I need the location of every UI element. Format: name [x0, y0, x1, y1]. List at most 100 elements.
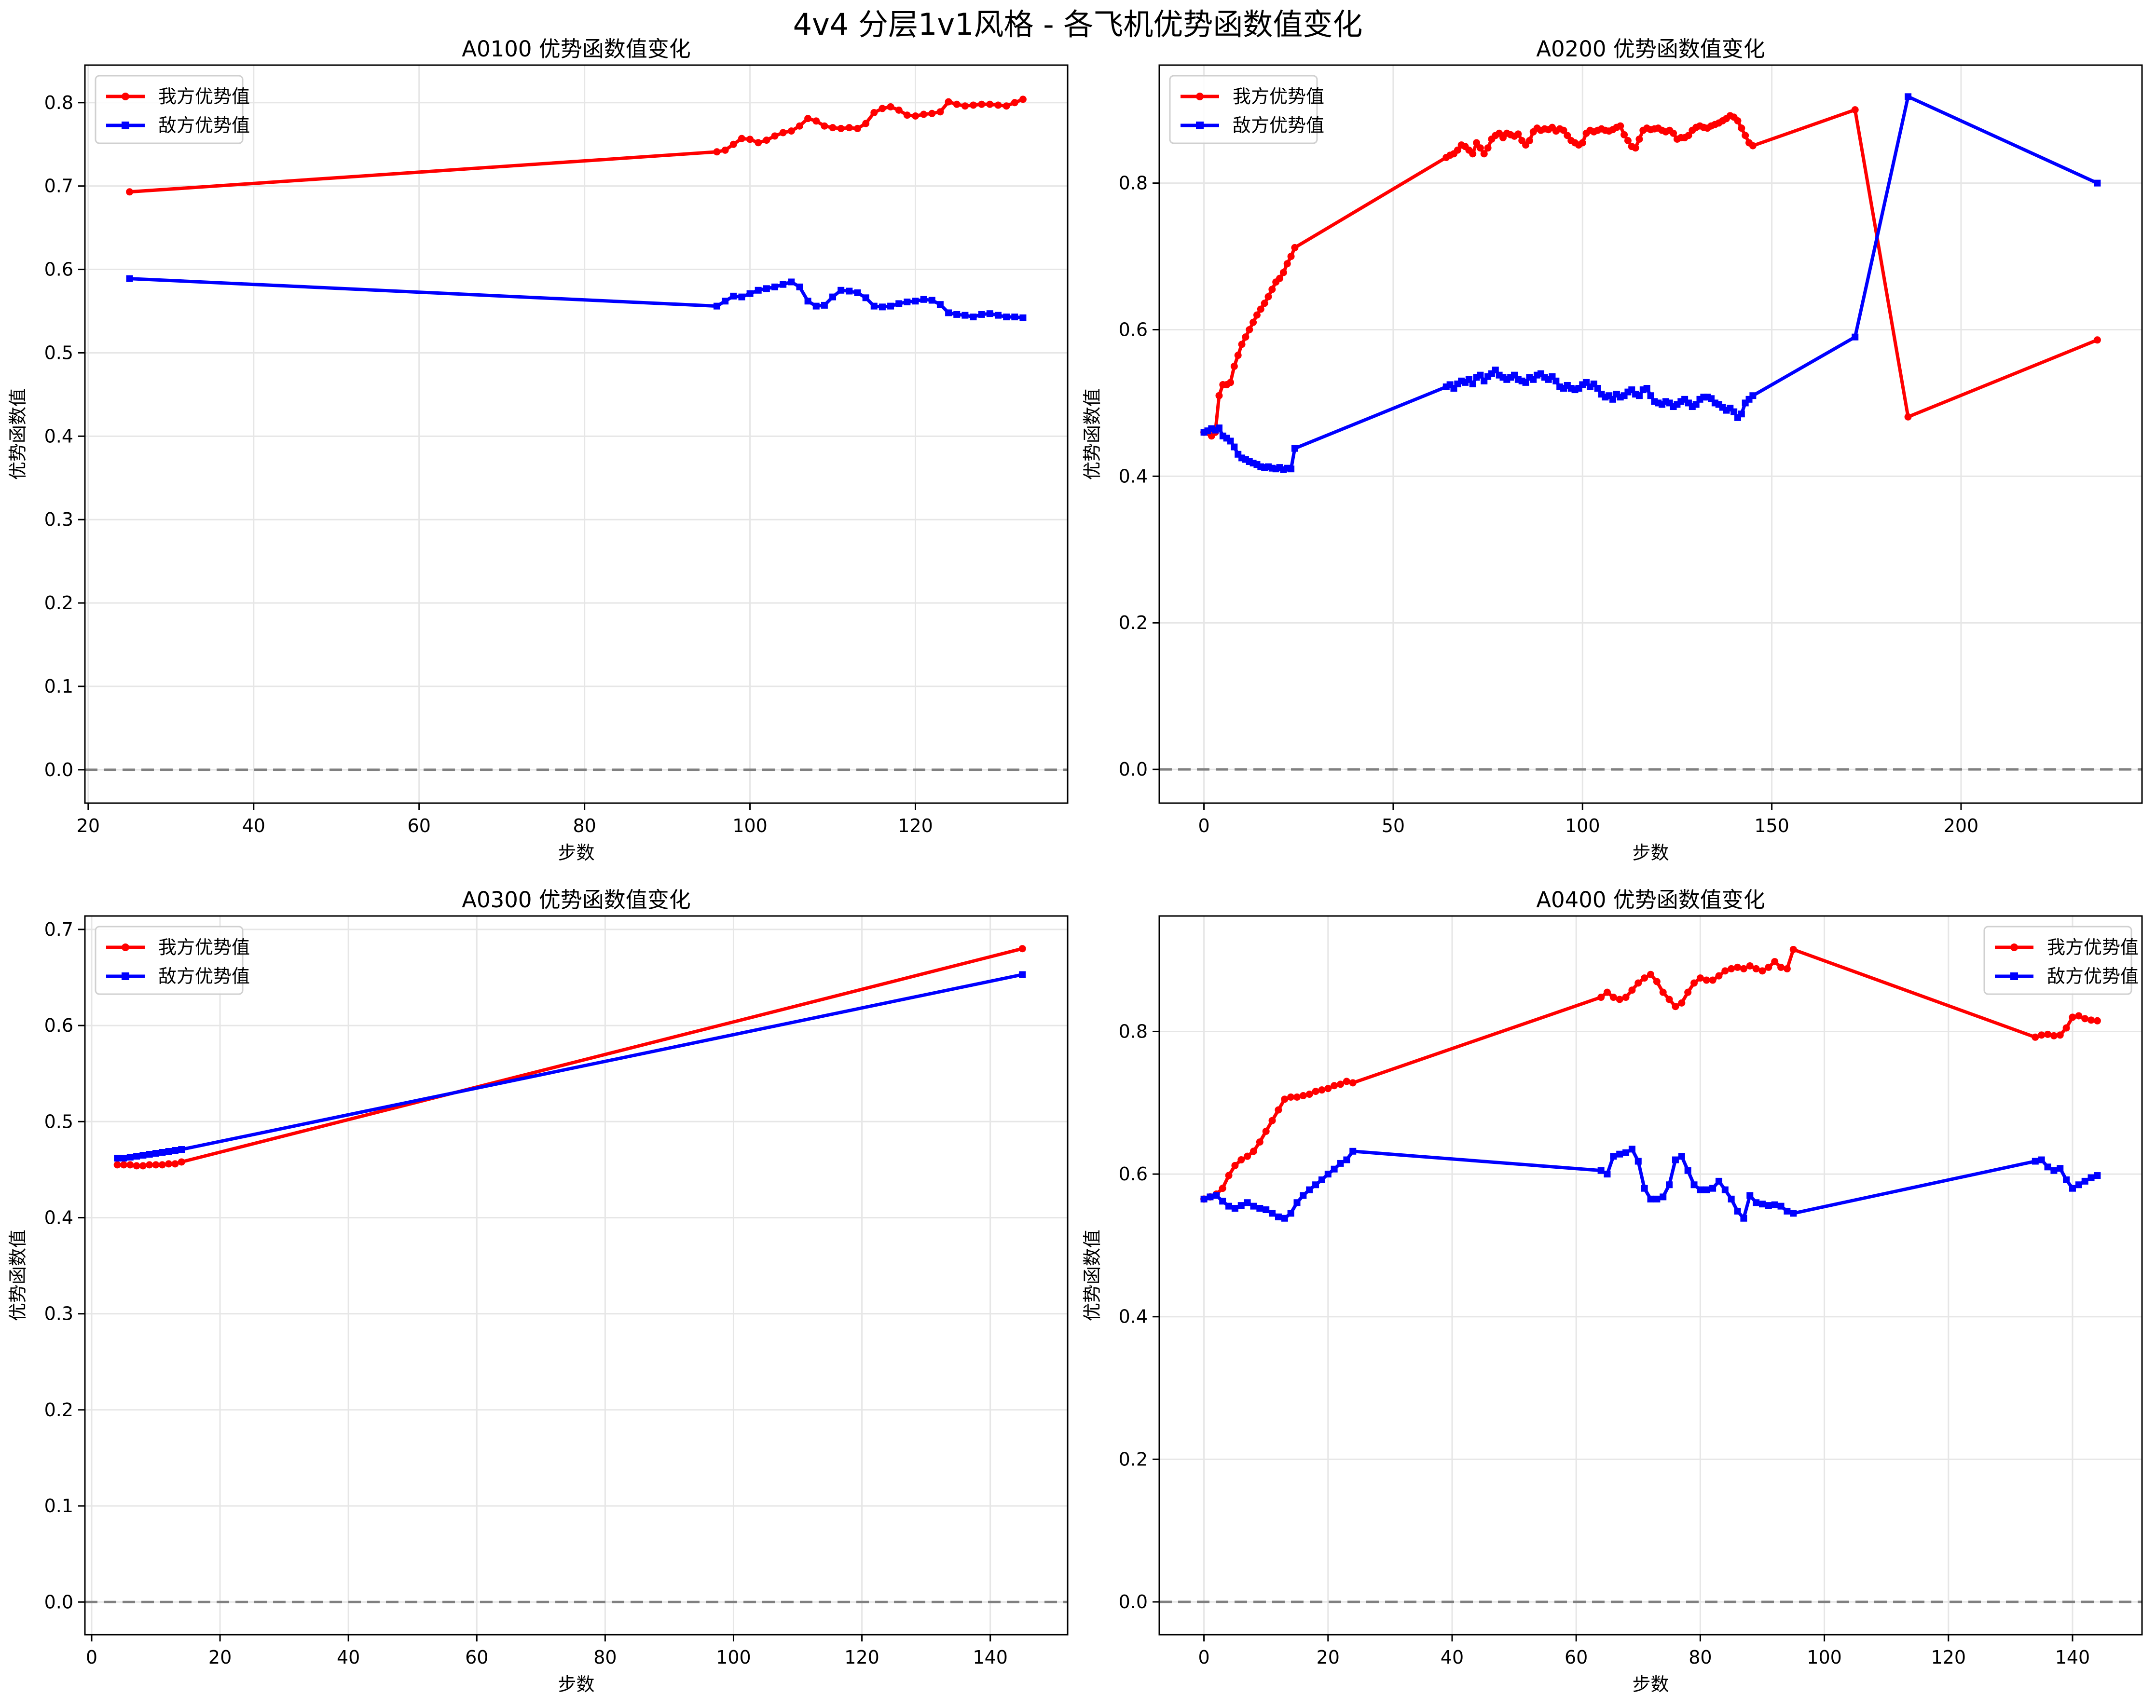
data-point — [171, 1160, 179, 1168]
y-tick-label: 0.3 — [44, 1303, 73, 1325]
data-point — [746, 290, 754, 297]
data-point — [1324, 1171, 1332, 1178]
data-point — [1522, 379, 1529, 386]
data-point — [1690, 1181, 1698, 1189]
data-point — [912, 112, 920, 120]
data-point — [1234, 352, 1242, 359]
data-point — [1734, 1207, 1741, 1215]
data-point — [1349, 1079, 1357, 1087]
data-point — [2087, 1016, 2095, 1024]
data-point — [1579, 139, 1586, 147]
data-point — [1219, 1185, 1226, 1192]
y-tick-label: 0.5 — [44, 342, 73, 363]
data-point — [837, 124, 845, 132]
data-point — [1784, 1207, 1791, 1215]
y-tick-label: 0.0 — [44, 759, 73, 780]
data-point — [771, 283, 779, 290]
subplot-title: A0200 优势函数值变化 — [1536, 36, 1765, 62]
data-point — [1653, 978, 1661, 985]
data-point — [1480, 150, 1488, 158]
y-tick-label: 0.4 — [1119, 1306, 1148, 1327]
data-point — [1492, 367, 1499, 374]
x-tick-label: 40 — [242, 815, 265, 836]
data-point — [1697, 1186, 1704, 1193]
data-point — [2032, 1033, 2039, 1041]
data-point — [1276, 274, 1284, 282]
data-point — [1904, 413, 1912, 421]
legend-label: 敌方优势值 — [1233, 115, 1324, 136]
data-point — [1349, 1148, 1357, 1155]
data-point — [920, 110, 928, 118]
data-point — [1305, 1091, 1313, 1098]
data-point — [158, 1161, 166, 1169]
data-point — [1011, 99, 1018, 107]
data-point — [730, 292, 737, 300]
data-point — [953, 100, 961, 108]
data-point — [763, 285, 770, 292]
legend-label: 我方优势值 — [1233, 86, 1324, 107]
data-point — [1616, 1150, 1623, 1158]
data-point — [126, 1161, 134, 1169]
series-markers-1 — [1200, 945, 2101, 1203]
x-tick-label: 200 — [1944, 815, 1979, 836]
legend-swatch-marker — [1196, 93, 1204, 100]
axes-frame — [84, 915, 1069, 1636]
data-point — [152, 1161, 160, 1169]
data-point — [787, 127, 795, 135]
legend-label: 敌方优势值 — [158, 966, 250, 987]
series-markers-1 — [113, 945, 1026, 1170]
data-point — [1293, 1199, 1301, 1206]
data-point — [1019, 314, 1027, 321]
axes-frame — [84, 64, 1069, 804]
data-point — [961, 102, 969, 110]
data-point — [829, 124, 837, 132]
y-tick-label: 0.4 — [1119, 465, 1148, 487]
x-tick-label: 100 — [1807, 1647, 1842, 1668]
data-point — [1473, 139, 1481, 147]
data-point — [1476, 144, 1484, 152]
x-tick-label: 80 — [593, 1647, 617, 1668]
data-point — [1318, 1086, 1326, 1094]
data-point — [1632, 144, 1639, 152]
data-point — [139, 1162, 147, 1170]
legend-swatch-marker — [2010, 972, 2018, 980]
data-point — [2081, 1177, 2088, 1185]
data-point — [1244, 1199, 1251, 1206]
x-tick-label: 140 — [973, 1647, 1008, 1668]
data-point — [1312, 1088, 1319, 1095]
data-point — [1628, 1146, 1635, 1153]
data-point — [721, 146, 729, 154]
y-axis-label: 优势函数值 — [7, 388, 28, 480]
data-point — [1287, 1210, 1294, 1217]
data-point — [1609, 396, 1617, 403]
data-point — [953, 311, 961, 318]
data-point — [1279, 269, 1287, 276]
subplot-4: 0 20 40 60 80 100 120 140 0.0 0.2 0.4 0.6 0.8 A0400 优… — [1082, 887, 2143, 1695]
data-point — [1692, 401, 1700, 408]
data-point — [1678, 1153, 1685, 1160]
data-point — [945, 309, 952, 316]
data-point — [1200, 1195, 1208, 1202]
legend-swatch-marker — [122, 122, 129, 129]
data-point — [1635, 392, 1643, 399]
x-tick-label: 100 — [716, 1647, 751, 1668]
data-point — [895, 300, 903, 307]
data-point — [1299, 1092, 1307, 1099]
y-tick-label: 0.8 — [44, 92, 73, 113]
data-point — [1343, 1078, 1350, 1085]
data-point — [1213, 1192, 1220, 1199]
data-point — [804, 298, 811, 305]
data-point — [1749, 142, 1757, 150]
data-point — [838, 287, 845, 294]
data-point — [1670, 129, 1677, 137]
y-axis-label: 优势函数值 — [1082, 388, 1103, 480]
data-point — [120, 1161, 127, 1169]
data-point — [755, 287, 762, 294]
data-point — [1721, 1186, 1729, 1193]
x-tick-label: 60 — [408, 815, 431, 836]
data-point — [788, 278, 795, 286]
data-point — [1659, 988, 1667, 996]
data-point — [1616, 996, 1623, 1003]
x-tick-label: 100 — [732, 815, 768, 836]
data-point — [2056, 1031, 2064, 1039]
